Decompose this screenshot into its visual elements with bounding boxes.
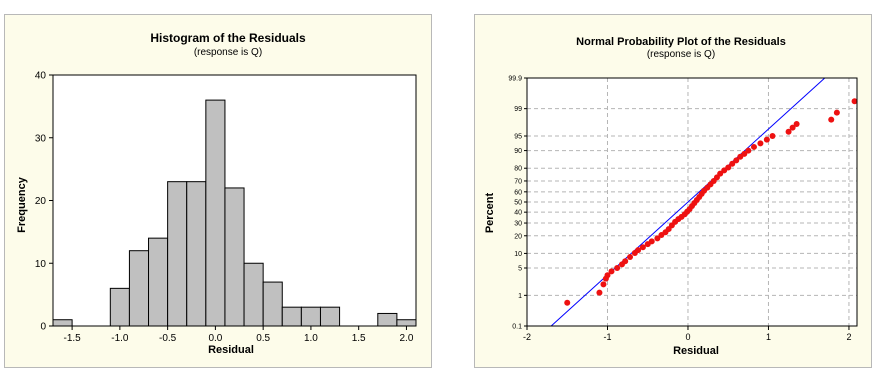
npp-y-tick-label: 5 (518, 266, 522, 273)
histogram-bar (128, 250, 150, 327)
normal-probability-chart: Normal Probability Plot of the Residuals… (484, 36, 858, 357)
npp-y-tick-label: 95 (514, 133, 522, 140)
npp-data-point (851, 98, 858, 105)
npp-data-point (725, 164, 732, 171)
histogram-bar (396, 319, 417, 327)
npp-data-point (750, 143, 757, 150)
histogram-x-label: Residual (208, 344, 254, 356)
npp-x-tick-label: 1 (766, 332, 771, 342)
npp-y-tick-label: 0.1 (512, 324, 522, 331)
npp-data-point (789, 124, 796, 131)
npp-data-point (635, 247, 642, 254)
npp-y-tick-label: 1 (518, 293, 522, 300)
npp-y-tick-label: 60 (514, 189, 522, 196)
histogram-bars (52, 99, 417, 327)
npp-y-tick-label: 80 (514, 166, 522, 173)
histogram-x-tick-label: -1.0 (111, 333, 129, 344)
histogram-y-tick-label: 20 (35, 196, 47, 207)
npp-data-point (785, 128, 792, 135)
histogram-x-tick-label: 2.0 (399, 333, 413, 344)
histogram-bar (52, 319, 73, 327)
npp-x-ticks: -2 -1 0 1 2 (523, 326, 851, 342)
npp-data-point (769, 132, 776, 139)
npp-fit-line (550, 77, 826, 327)
npp-y-tick-label: 70 (514, 178, 522, 185)
histogram-panel: Histogram of the Residuals (response is … (4, 14, 432, 368)
histogram-bar (243, 262, 264, 327)
npp-y-label: Percent (484, 192, 496, 233)
histogram-bar (148, 237, 169, 327)
histogram-subtitle: (response is Q) (194, 47, 262, 58)
histogram-bar (281, 306, 302, 327)
npp-data-point (757, 140, 764, 147)
histogram-bar (186, 181, 207, 327)
npp-data-point (733, 157, 740, 164)
npp-fit-line-group (550, 77, 826, 327)
histogram-title: Histogram of the Residuals (150, 31, 306, 45)
npp-data-point (600, 281, 607, 288)
histogram-bar (167, 181, 188, 327)
histogram-x-tick-label: -1.5 (63, 333, 81, 344)
npp-data-point (648, 238, 655, 245)
npp-x-tick-label: 0 (685, 332, 690, 342)
npp-y-tick-label: 90 (514, 148, 522, 155)
histogram-y-tick-label: 0 (40, 322, 46, 333)
npp-data-point (741, 150, 748, 157)
histogram-bar (377, 312, 398, 327)
histogram-chart: Histogram of the Residuals (response is … (16, 31, 417, 356)
npp-x-tick-label: -2 (523, 332, 531, 342)
npp-x-label: Residual (673, 345, 719, 357)
histogram-x-tick-label: 1.5 (352, 333, 366, 344)
histogram-y-label: Frequency (16, 176, 28, 233)
npp-data-point (604, 272, 611, 279)
normal-probability-panel: Normal Probability Plot of the Residuals… (474, 14, 872, 368)
histogram-bar (205, 99, 226, 327)
histogram-x-tick-label: 1.0 (304, 333, 318, 344)
npp-x-tick-label: -1 (603, 332, 611, 342)
npp-data-point (614, 265, 621, 272)
npp-subtitle: (response is Q) (647, 49, 715, 60)
npp-data-point (833, 109, 840, 116)
histogram-bar (224, 187, 245, 327)
npp-data-point (717, 170, 724, 177)
npp-data-point (627, 254, 634, 261)
histogram-y-tick-label: 40 (35, 71, 47, 82)
npp-data-point (596, 289, 603, 296)
npp-y-tick-label: 30 (514, 221, 522, 228)
npp-y-tick-label: 20 (514, 233, 522, 240)
npp-data-point (763, 136, 770, 143)
npp-data-point (828, 116, 835, 123)
histogram-bar (262, 281, 283, 327)
npp-data-point (729, 160, 736, 167)
npp-data-point (745, 147, 752, 154)
histogram-bar (319, 306, 341, 327)
npp-data-point (654, 235, 661, 242)
npp-x-tick-label: 2 (846, 332, 851, 342)
histogram-bar (300, 306, 321, 327)
histogram-x-ticks: -1.5 -1.0 -0.5 0.0 0.5 1.0 1.5 2.0 (63, 326, 414, 344)
npp-y-tick-label: 99.9 (508, 76, 522, 83)
npp-data-point (608, 268, 615, 275)
npp-y-ticks: 0.1 1 5 10 20 30 40 50 60 70 80 90 95 99 99.9 (508, 76, 527, 331)
npp-y-tick-label: 10 (514, 251, 522, 258)
npp-points (564, 98, 858, 306)
histogram-x-tick-label: 0.0 (208, 333, 222, 344)
histogram-x-tick-label: -0.5 (159, 333, 177, 344)
npp-y-tick-label: 50 (514, 200, 522, 207)
histogram-y-tick-label: 30 (35, 133, 47, 144)
npp-title: Normal Probability Plot of the Residuals (576, 36, 786, 48)
npp-y-tick-label: 40 (514, 210, 522, 217)
npp-y-tick-label: 99 (514, 106, 522, 113)
npp-data-point (639, 244, 646, 251)
histogram-y-tick-label: 10 (35, 259, 47, 270)
npp-data-point (564, 299, 571, 306)
histogram-x-tick-label: 0.5 (256, 333, 270, 344)
histogram-bar (109, 287, 130, 327)
npp-data-point (793, 121, 800, 128)
histogram-y-ticks: 0 10 20 30 40 (35, 71, 53, 333)
npp-data-point (622, 258, 629, 265)
